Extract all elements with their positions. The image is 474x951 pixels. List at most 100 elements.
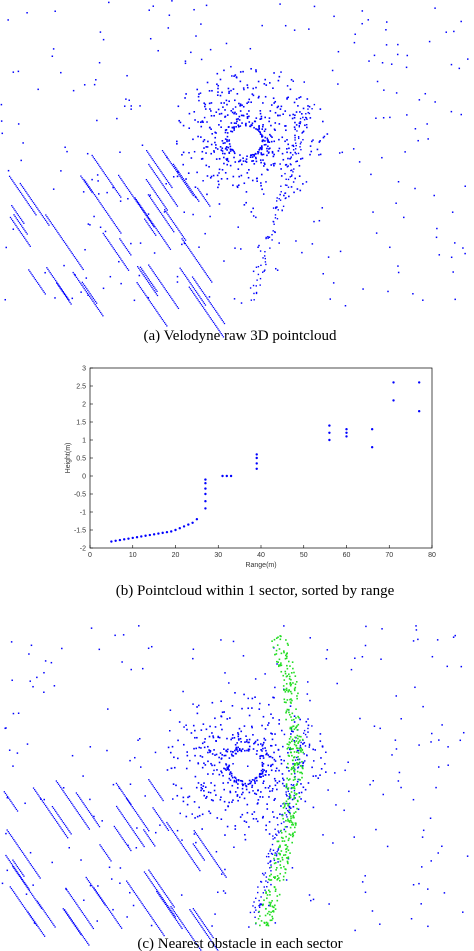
point	[110, 540, 113, 543]
point	[299, 744, 302, 747]
point	[460, 665, 463, 668]
point	[285, 783, 288, 785]
point	[166, 896, 169, 899]
point	[296, 751, 298, 753]
point	[160, 818, 162, 820]
point	[147, 647, 150, 650]
point	[260, 182, 262, 184]
point	[138, 203, 141, 206]
point	[166, 180, 169, 182]
point	[239, 154, 241, 156]
point	[290, 807, 292, 809]
point	[26, 858, 28, 860]
point	[197, 284, 199, 286]
point	[293, 101, 296, 104]
point	[166, 212, 168, 214]
point	[293, 756, 296, 758]
point	[129, 783, 132, 785]
point	[182, 236, 185, 238]
point	[225, 158, 228, 160]
point	[272, 838, 274, 840]
point	[173, 906, 175, 908]
point	[79, 797, 81, 799]
point	[343, 809, 345, 812]
point	[230, 738, 232, 741]
point	[195, 281, 197, 283]
point	[241, 707, 243, 710]
point	[176, 140, 178, 143]
point	[389, 246, 391, 249]
point	[226, 163, 229, 166]
point	[89, 295, 91, 298]
point	[85, 183, 88, 185]
point	[228, 757, 231, 759]
point	[118, 229, 120, 231]
point	[353, 836, 355, 838]
point	[241, 122, 243, 124]
point	[228, 801, 230, 804]
point	[260, 264, 262, 267]
point	[276, 782, 279, 784]
point	[154, 191, 156, 194]
point	[12, 765, 14, 767]
point	[240, 302, 243, 304]
point	[269, 879, 271, 881]
point	[306, 736, 308, 738]
point	[267, 722, 270, 724]
point	[69, 301, 71, 304]
point	[294, 121, 296, 124]
point	[166, 221, 168, 223]
point	[9, 799, 11, 801]
point	[271, 150, 274, 153]
point	[286, 825, 288, 828]
point	[293, 769, 295, 772]
point	[132, 904, 135, 907]
point	[216, 72, 219, 75]
point	[294, 686, 297, 689]
point	[269, 919, 272, 922]
point	[285, 682, 288, 685]
point	[277, 114, 279, 117]
point	[233, 75, 235, 77]
point	[154, 831, 157, 834]
point	[237, 732, 239, 734]
point	[190, 250, 192, 253]
point	[134, 810, 137, 813]
point	[294, 148, 297, 150]
point	[203, 762, 205, 765]
point	[99, 31, 102, 33]
point	[86, 941, 88, 943]
point	[284, 110, 287, 112]
point	[414, 686, 416, 689]
point	[8, 832, 11, 834]
point	[27, 242, 29, 244]
point	[187, 278, 189, 281]
point	[126, 821, 129, 824]
point	[270, 901, 272, 904]
point	[68, 300, 70, 302]
point	[261, 761, 264, 764]
point	[156, 207, 158, 209]
point	[208, 296, 211, 298]
point	[17, 70, 20, 73]
point	[272, 835, 274, 837]
point	[271, 917, 274, 920]
point	[260, 881, 263, 883]
point	[103, 850, 106, 852]
point	[83, 937, 86, 940]
point	[217, 186, 219, 189]
point	[124, 264, 126, 267]
point	[325, 751, 327, 754]
point	[254, 782, 256, 785]
point	[194, 257, 196, 259]
point	[8, 749, 11, 751]
point	[120, 927, 123, 929]
point	[417, 638, 419, 641]
point	[8, 859, 10, 861]
point	[293, 671, 295, 674]
point	[55, 810, 57, 813]
point	[15, 842, 17, 844]
point	[128, 823, 130, 825]
point	[96, 302, 98, 304]
point	[229, 145, 232, 148]
